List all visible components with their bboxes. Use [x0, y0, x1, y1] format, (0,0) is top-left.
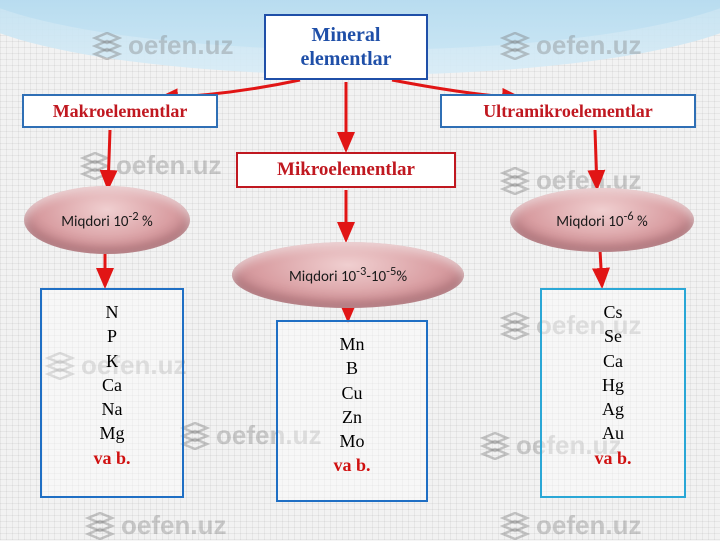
list-item-last: va b. [42, 446, 182, 470]
list-box-1: NРКСаNaMgva b. [40, 288, 184, 498]
list-box-3: СsSeCaHgAgAuva b. [540, 288, 686, 498]
list-item: Na [42, 397, 182, 421]
root-line1: Mineral [300, 23, 391, 47]
list-item: Cu [278, 381, 426, 405]
list-item-last: va b. [278, 453, 426, 477]
list-item: Zn [278, 405, 426, 429]
list-box-2: MnBCuZnMova b. [276, 320, 428, 502]
mikro-label: Mikroelementlar [277, 159, 415, 181]
amount3-text: Miqdori 10-6 % [556, 209, 648, 231]
mikro-box: Mikroelementlar [236, 152, 456, 188]
list-item: Hg [542, 373, 684, 397]
list-item: B [278, 356, 426, 380]
ultra-box: Ultramikroelementlar [440, 94, 696, 128]
root-box: Mineral elementlar [264, 14, 428, 80]
amount2-text: Miqdori 10-3-10-5% [289, 264, 407, 286]
list-item: Сs [542, 300, 684, 324]
list-item: Au [542, 421, 684, 445]
list-item-last: va b. [542, 446, 684, 470]
amount1-text: Miqdori 10-2 % [61, 209, 153, 231]
list-item: Mn [278, 332, 426, 356]
list-item: Mo [278, 429, 426, 453]
list-item: Mg [42, 421, 182, 445]
amount-ellipse-3: Miqdori 10-6 % [510, 188, 694, 252]
list-item: N [42, 300, 182, 324]
list-item: Ca [542, 349, 684, 373]
makro-box: Makroelementlar [22, 94, 218, 128]
list-item: Ag [542, 397, 684, 421]
list-item: Р [42, 324, 182, 348]
list-item: К [42, 349, 182, 373]
makro-label: Makroelementlar [53, 101, 188, 122]
list-item: Se [542, 324, 684, 348]
root-line2: elementlar [300, 47, 391, 71]
amount-ellipse-1: Miqdori 10-2 % [24, 186, 190, 254]
ultra-label: Ultramikroelementlar [483, 101, 653, 122]
amount-ellipse-2: Miqdori 10-3-10-5% [232, 242, 464, 308]
list-item: Са [42, 373, 182, 397]
